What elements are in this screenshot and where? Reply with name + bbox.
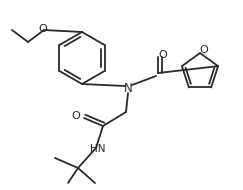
Text: O: O <box>200 45 208 55</box>
Text: O: O <box>39 24 47 34</box>
Text: O: O <box>159 50 167 60</box>
Text: O: O <box>72 111 80 121</box>
Text: N: N <box>124 82 132 94</box>
Text: HN: HN <box>90 144 105 154</box>
